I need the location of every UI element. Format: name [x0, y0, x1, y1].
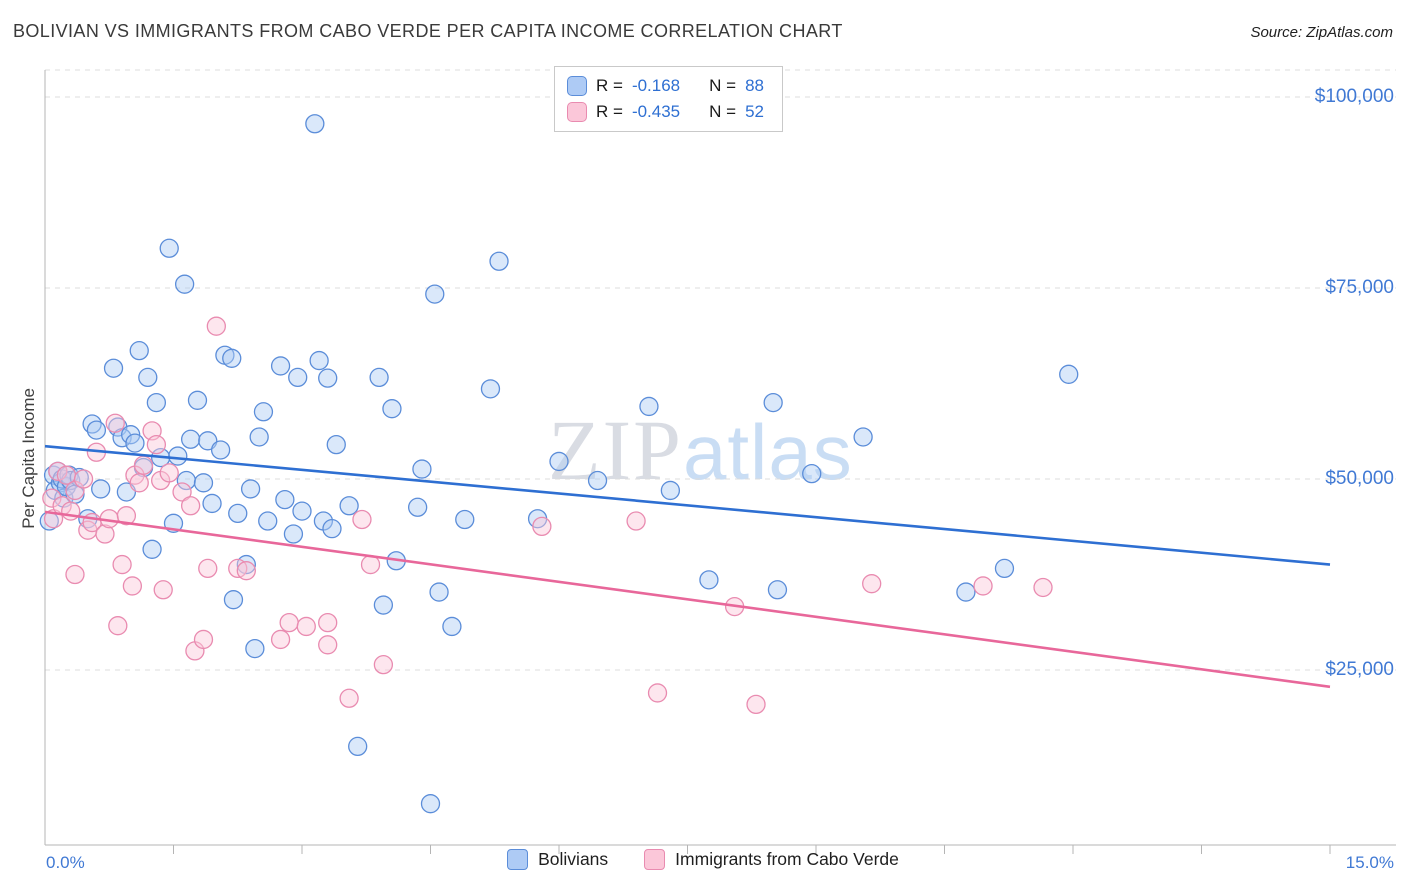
legend-item-bolivians: Bolivians: [507, 849, 608, 870]
watermark: ZIPatlas: [548, 402, 853, 523]
cabo-verde-swatch: [567, 102, 587, 122]
y-tick-label-75000: $75,000: [1325, 277, 1394, 298]
cabo-verde-legend-label: Immigrants from Cabo Verde: [675, 849, 899, 869]
stats-row-bolivians: R = -0.168 N = 88: [567, 76, 764, 96]
stats-row-cabo-verde: R = -0.435 N = 52: [567, 102, 764, 122]
x-axis-min-label: 0.0%: [46, 853, 85, 872]
bolivians-swatch: [567, 76, 587, 96]
r-label: R =: [596, 102, 623, 121]
page-title: BOLIVIAN VS IMMIGRANTS FROM CABO VERDE P…: [13, 21, 843, 41]
n-value: 88: [745, 76, 764, 95]
y-axis-title: Per Capita Income: [19, 388, 38, 529]
r-value: -0.435: [631, 102, 681, 121]
n-label: N =: [709, 76, 737, 95]
source-attribution: Source: ZipAtlas.com: [1250, 24, 1393, 41]
legend-item-cabo-verde: Immigrants from Cabo Verde: [644, 849, 899, 870]
series-legend: Bolivians Immigrants from Cabo Verde: [0, 849, 1406, 870]
bolivians-legend-label: Bolivians: [538, 849, 609, 869]
cabo-verde-legend-swatch: [644, 849, 666, 870]
x-axis-max-label: 15.0%: [1345, 853, 1394, 872]
r-value: -0.168: [631, 76, 681, 95]
r-label: R =: [596, 76, 623, 95]
correlation-stats-legend: R = -0.168 N = 88 R = -0.435 N = 52: [554, 66, 783, 132]
n-value: 52: [745, 102, 764, 121]
n-label: N =: [709, 102, 737, 121]
watermark-zip: ZIP: [548, 402, 683, 498]
bolivians-legend-swatch: [507, 849, 529, 870]
watermark-atlas: atlas: [683, 408, 853, 496]
y-tick-label-25000: $25,000: [1325, 659, 1394, 680]
y-tick-label-50000: $50,000: [1325, 468, 1394, 489]
y-tick-label-100000: $100,000: [1314, 86, 1394, 107]
